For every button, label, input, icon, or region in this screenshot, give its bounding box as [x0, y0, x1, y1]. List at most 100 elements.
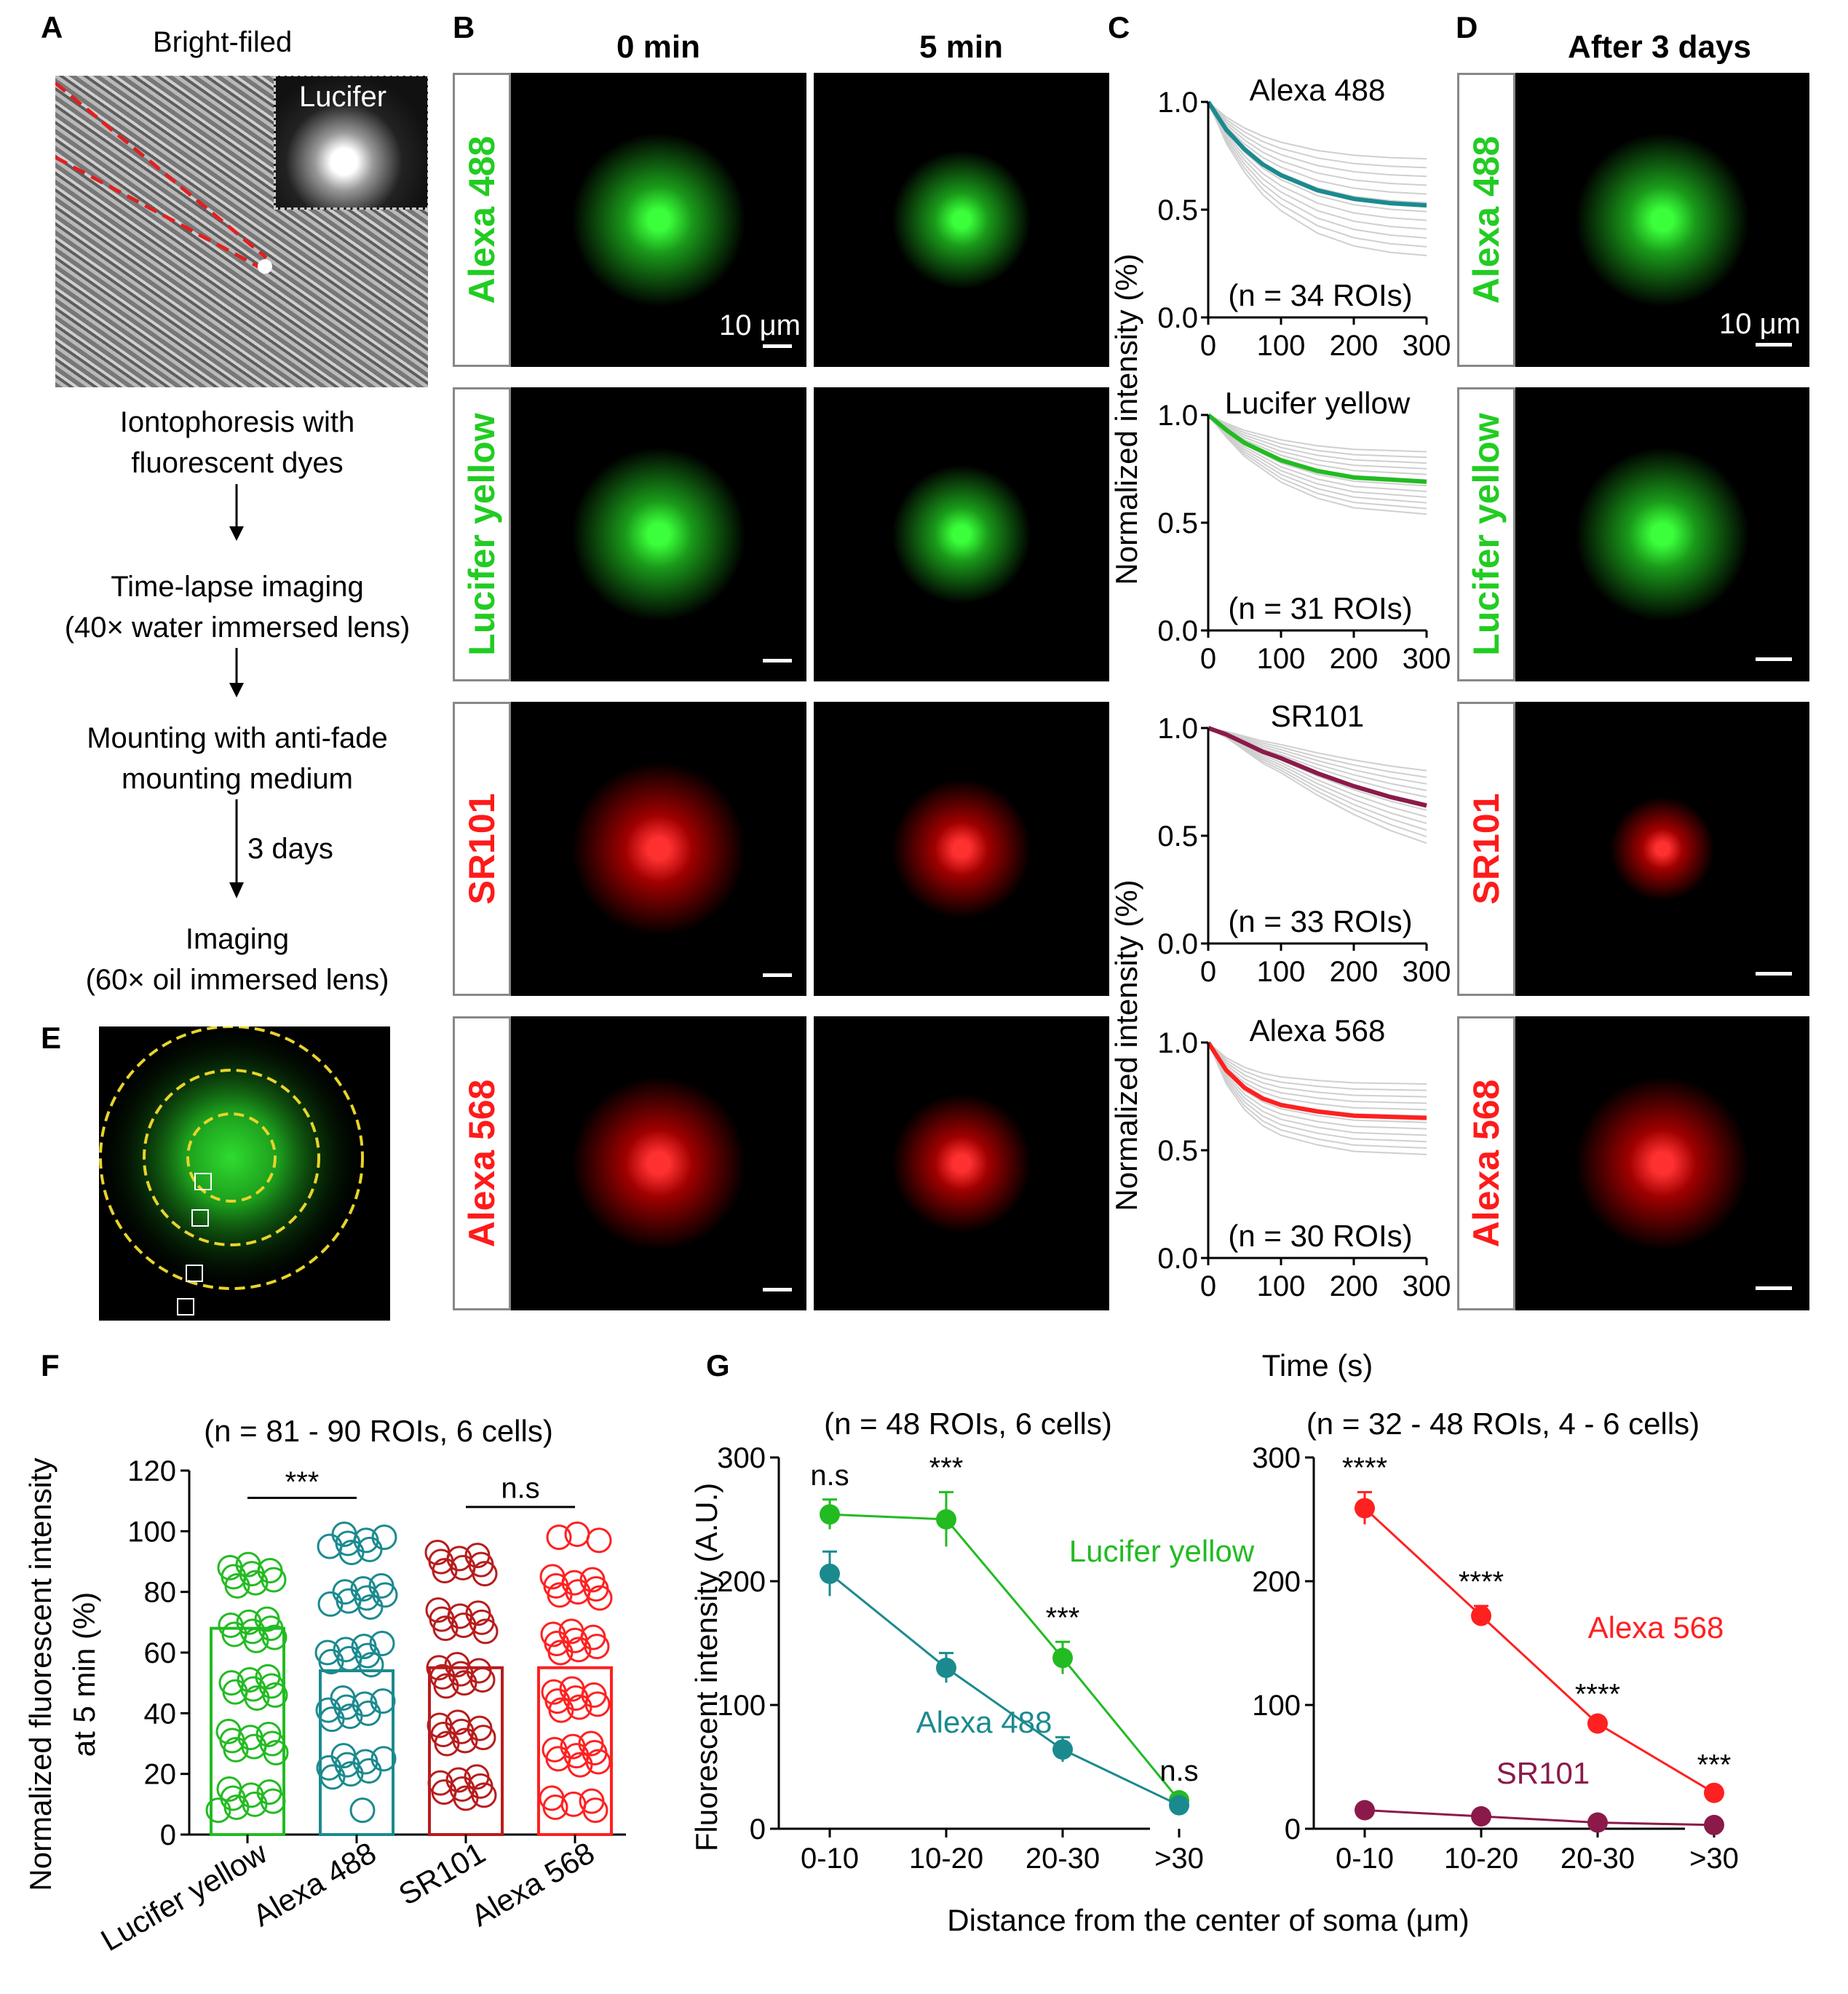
scale-label: 10 μm: [719, 309, 801, 341]
y-axis-label: Normalized intensity (%): [1109, 253, 1143, 585]
data-point: [542, 1736, 568, 1762]
data-point: [330, 1685, 356, 1711]
cell-body: [886, 1088, 1037, 1239]
sig-label: n.s: [501, 1473, 539, 1505]
x-tick-label: 300: [1403, 956, 1451, 988]
scale-bar: [763, 1288, 792, 1291]
y-tick-label: 0: [1285, 1813, 1301, 1845]
data-point: [464, 1764, 490, 1790]
sig-label: ***: [285, 1466, 320, 1498]
data-point: [558, 1618, 584, 1645]
y-tick-label: 60: [144, 1637, 177, 1669]
x-tick-label: 0: [1200, 643, 1216, 675]
scale-bar: [763, 344, 792, 348]
x-tick-label: 100: [1257, 956, 1306, 988]
data-point: [560, 1733, 586, 1760]
decay-plot: 0.0 0.5 1.0 0 100 200 300 Lucifer yellow (n = 31…: [1157, 386, 1451, 675]
flow-step-3: Mounting with anti-fade mounting medium: [33, 718, 441, 799]
x-axis-label: Distance from the center of soma (μm): [947, 1903, 1469, 1937]
sig-label: ***: [1697, 1749, 1732, 1781]
data-point: [216, 1776, 242, 1802]
x-tick-label: 100: [1257, 1270, 1306, 1302]
data-point: [541, 1679, 567, 1705]
data-point: [254, 1606, 280, 1632]
data-point: [1587, 1812, 1608, 1833]
data-point: [369, 1631, 395, 1656]
data-point: [465, 1600, 491, 1626]
y-tick-label: 1.0: [1157, 713, 1198, 745]
sig-label: ****: [1575, 1679, 1620, 1711]
scale-bar-d: [1756, 972, 1792, 976]
data-point: [236, 1609, 262, 1635]
data-point: [1052, 1739, 1073, 1760]
panel-e-image: [99, 1026, 390, 1321]
sig-label: ***: [929, 1452, 964, 1484]
data-point: [1052, 1647, 1073, 1669]
series-label: Alexa 488: [916, 1705, 1052, 1739]
panel-e-label: E: [41, 1021, 62, 1055]
y-tick-label: 40: [144, 1698, 177, 1730]
data-point: [820, 1504, 840, 1525]
series-label: SR101: [1496, 1756, 1590, 1790]
flow-step-1: Iontophoresis with fluorescent dyes: [33, 402, 441, 483]
flow-arrow-label: 3 days: [247, 833, 333, 865]
y-tick-label: 0.0: [1157, 928, 1198, 960]
lucifer-inset: Lucifer: [274, 76, 428, 210]
y-tick-label: 300: [1252, 1442, 1301, 1474]
dye-label: Lucifer yellow: [461, 413, 502, 656]
panel-g-label: G: [706, 1348, 730, 1382]
mean-trace: [1206, 1041, 1427, 1120]
data-point: [540, 1621, 566, 1647]
panel-f-label: F: [41, 1348, 60, 1382]
dye-label-box-d: Alexa 488: [1457, 73, 1515, 367]
decay-plot: 0.0 0.5 1.0 0 100 200 300 Alexa 568 (n = 30 ROIs…: [1157, 1013, 1451, 1302]
data-point: [1587, 1713, 1608, 1734]
roi-trace: [1207, 101, 1427, 213]
roi-trace: [1207, 727, 1427, 844]
scale-bar: [763, 973, 792, 977]
scale-bar-d: [1756, 1286, 1792, 1290]
flow-step-4: Imaging (60× oil immersed lens): [33, 919, 441, 1000]
cell-body: [564, 440, 753, 629]
bright-field-image: Lucifer: [55, 76, 428, 387]
y-axis-label: Normalized fluorescent intensity: [23, 1457, 57, 1891]
dye-label: SR101: [461, 793, 502, 905]
mean-trace: [1206, 100, 1427, 208]
series-line: [829, 1513, 1181, 1801]
plot-title: Alexa 488: [1250, 73, 1386, 107]
roi-trace: [1207, 101, 1427, 230]
chart-title: (n = 48 ROIs, 6 cells): [824, 1407, 1112, 1441]
cell-body: [1606, 792, 1719, 906]
dye-label-box: Alexa 488: [453, 73, 511, 367]
flow-step-1-line2: fluorescent dyes: [131, 447, 344, 479]
roi-trace: [1207, 1042, 1427, 1104]
flow-step-2: Time-lapse imaging (40× water immersed l…: [33, 566, 441, 648]
data-point: [580, 1624, 606, 1650]
data-point: [331, 1522, 357, 1547]
data-point: [579, 1788, 605, 1814]
data-point: [820, 1563, 840, 1584]
x-tick-label: Lucifer yellow: [95, 1835, 273, 1958]
n-label: (n = 34 ROIs): [1228, 278, 1412, 312]
data-point: [546, 1524, 572, 1551]
y-tick-label: 0.5: [1157, 820, 1198, 852]
y-tick-label: 0.5: [1157, 507, 1198, 539]
x-tick-label: 200: [1330, 330, 1379, 362]
data-point: [445, 1767, 472, 1793]
y-tick-label: 1.0: [1157, 87, 1198, 119]
data-point: [426, 1655, 452, 1681]
y-tick-label: 100: [127, 1516, 176, 1548]
sig-label: n.s: [1159, 1755, 1198, 1787]
panel-d-header: After 3 days: [1568, 29, 1751, 65]
n-label: (n = 33 ROIs): [1228, 904, 1412, 938]
dye-label-box: Alexa 568: [453, 1016, 511, 1310]
roi-trace: [1207, 1042, 1427, 1098]
roi-trace: [1207, 414, 1427, 459]
micrograph-3days: [1515, 387, 1809, 681]
roi-trace: [1207, 101, 1427, 186]
data-point: [1704, 1782, 1724, 1803]
data-point: [371, 1524, 397, 1551]
roi-trace: [1207, 1042, 1427, 1143]
cell-body: [1568, 440, 1757, 629]
data-point: [370, 1688, 396, 1714]
